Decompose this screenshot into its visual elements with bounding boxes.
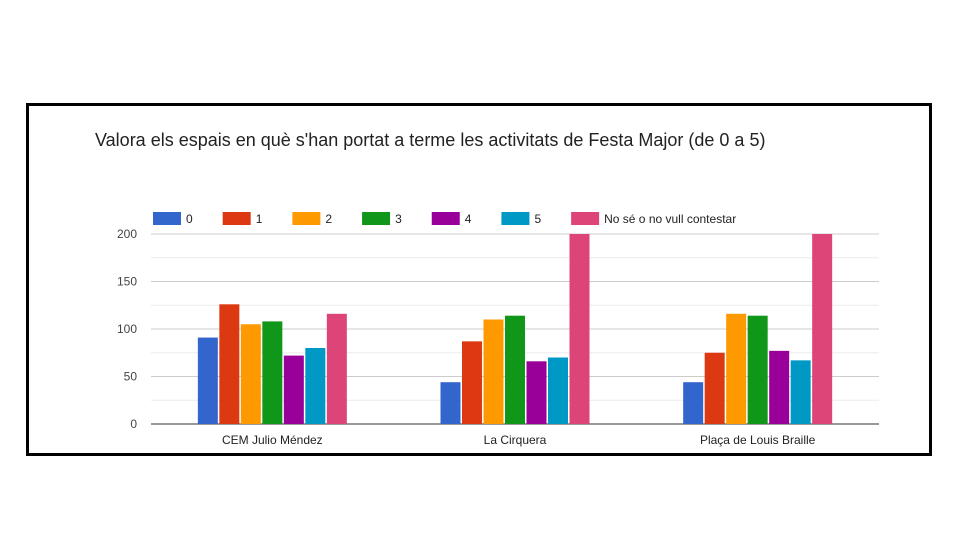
bar	[240, 324, 261, 424]
y-tick-label: 0	[130, 417, 137, 431]
bar	[483, 319, 504, 424]
chart-title: Valora els espais en què s'han portat a …	[95, 130, 766, 150]
category-label: La Cirquera	[484, 433, 547, 447]
y-axis-ticks: 0 50 100 150 200	[117, 227, 137, 431]
bar	[505, 315, 525, 424]
category-label: CEM Julio Méndez	[222, 433, 323, 447]
bar	[197, 337, 218, 424]
bar	[704, 352, 725, 424]
legend-label: 5	[534, 212, 541, 226]
bar	[548, 357, 568, 424]
bar	[747, 315, 768, 424]
bar	[726, 313, 747, 424]
legend-swatch	[431, 212, 460, 225]
bar	[440, 382, 461, 424]
chart-frame: Valora els espais en què s'han portat a …	[26, 103, 932, 456]
bar	[769, 350, 790, 424]
y-tick-label: 50	[124, 370, 138, 384]
bar	[219, 304, 240, 424]
legend-swatch	[501, 212, 530, 225]
legend-swatch	[571, 212, 600, 225]
bar	[326, 313, 347, 424]
bar	[812, 234, 833, 424]
bar	[262, 321, 283, 424]
legend: 0 1 2 3 4 5 No sé o no vull contestar	[153, 212, 736, 226]
bar	[283, 355, 304, 424]
legend-label: 2	[325, 212, 332, 226]
legend-swatch	[153, 212, 181, 225]
legend-label: 1	[256, 212, 263, 226]
legend-label: No sé o no vull contestar	[604, 212, 736, 226]
bar	[526, 361, 547, 424]
bar	[569, 234, 590, 424]
y-tick-label: 150	[117, 275, 137, 289]
y-tick-label: 200	[117, 227, 137, 241]
category-label: Plaça de Louis Braille	[700, 433, 816, 447]
bar	[462, 341, 482, 424]
legend-label: 4	[465, 212, 472, 226]
bar	[305, 348, 326, 424]
legend-label: 3	[395, 212, 402, 226]
legend-label: 0	[186, 212, 193, 226]
x-axis-categories: CEM Julio Méndez La Cirquera Plaça de Loui…	[222, 433, 816, 447]
legend-swatch	[222, 212, 251, 225]
legend-swatch	[292, 212, 321, 225]
legend-swatch	[362, 212, 391, 225]
bar	[683, 382, 704, 424]
y-tick-label: 100	[117, 322, 137, 336]
bars	[197, 234, 833, 424]
bar	[790, 360, 811, 424]
